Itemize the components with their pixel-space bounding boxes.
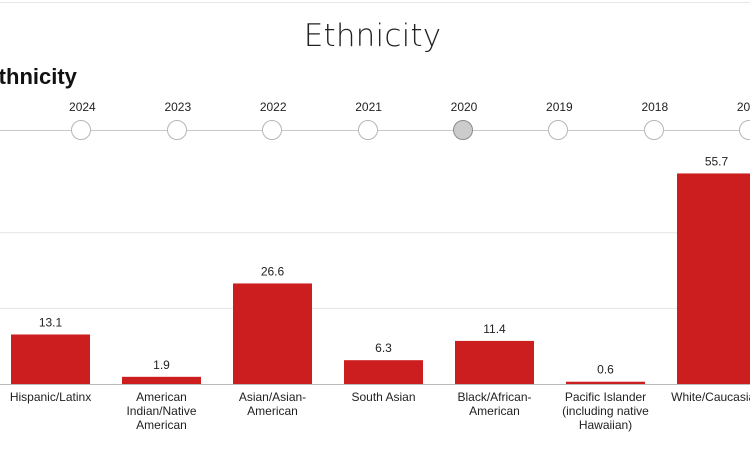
year-label-2022[interactable]: 2022 [259, 100, 287, 114]
bar-2[interactable] [233, 283, 312, 384]
year-dot-2021[interactable] [357, 120, 378, 140]
data-label-1: 1.9 [153, 358, 170, 372]
year-label-2019[interactable]: 2019 [546, 100, 573, 114]
category-label-1: American Indian/Native American [126, 390, 197, 432]
data-label-5: 0.6 [597, 363, 614, 377]
year-dot-2019[interactable] [548, 120, 569, 140]
year-label-2018[interactable]: 2018 [641, 100, 669, 114]
bar-0[interactable] [11, 334, 90, 384]
chart-title: Ethnicity [0, 64, 77, 89]
year-label-2024[interactable]: 2024 [69, 100, 96, 114]
year-dot-2023[interactable] [166, 120, 187, 140]
year-label-2017[interactable]: 2017 [736, 100, 750, 114]
year-label-2021[interactable]: 2021 [355, 100, 382, 114]
year-dot-2022[interactable] [262, 120, 283, 140]
bar-5[interactable] [566, 381, 645, 384]
bar-1[interactable] [122, 376, 201, 384]
data-label-6: 55.7 [705, 154, 729, 168]
data-label-4: 11.4 [483, 322, 506, 336]
category-label-5: Pacific Islander (including native Hawai… [562, 390, 649, 432]
top-divider [0, 2, 750, 3]
category-label-4: Black/African-American [457, 390, 532, 418]
year-dot-2020[interactable] [453, 120, 473, 140]
page-title: Ethnicity [303, 18, 442, 54]
category-label-0: Hispanic/Latinx [9, 390, 92, 404]
year-label-2020[interactable]: 2020 [450, 100, 478, 114]
data-label-3: 6.3 [375, 341, 392, 355]
category-label-6: White/Caucasian [671, 390, 750, 404]
bar-4[interactable] [455, 340, 534, 384]
category-label-3: South Asian [351, 390, 416, 404]
data-label-0: 13.1 [39, 315, 63, 329]
bar-6[interactable] [677, 173, 750, 384]
category-label-2: Asian/Asian-American [238, 390, 307, 418]
data-label-2: 26.6 [261, 264, 285, 278]
year-label-2023[interactable]: 2023 [164, 100, 192, 114]
year-dot-2024[interactable] [71, 120, 92, 140]
bar-3[interactable] [344, 360, 423, 384]
year-dot-2018[interactable] [643, 120, 664, 140]
